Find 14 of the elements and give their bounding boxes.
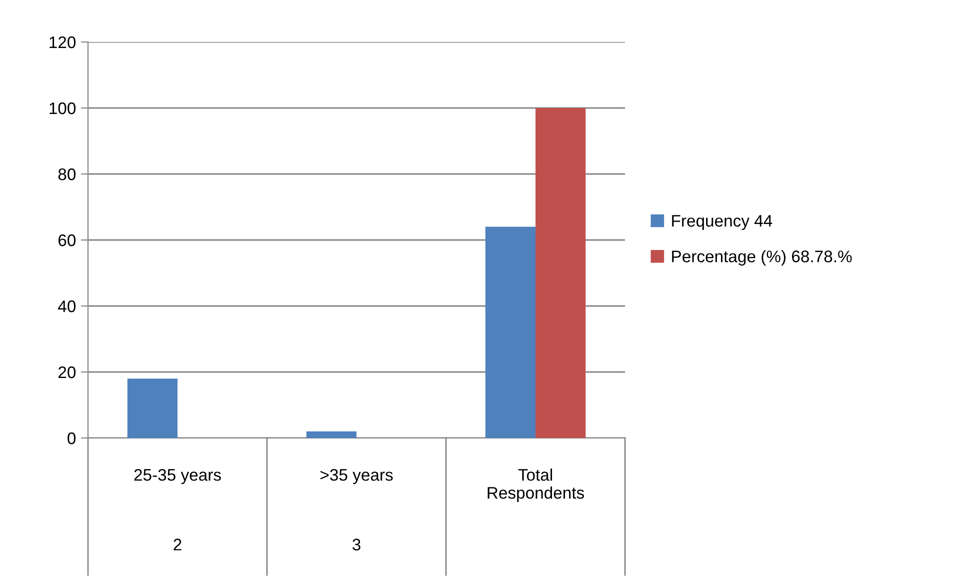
y-tick-label: 0	[68, 432, 76, 444]
x-tick-label: Total Respondents	[488, 468, 584, 502]
text: 3	[352, 538, 360, 550]
y-tick-label: 20	[58, 366, 76, 378]
y-tick-label: 100	[50, 102, 76, 114]
legend-label: Percentage (%) 68.78.%	[672, 250, 852, 266]
legend-label: Frequency 44	[672, 215, 772, 230]
text: 2	[174, 538, 182, 550]
x-tick-label: 25-35 years	[134, 468, 221, 484]
x-tick-label: >35 years	[320, 468, 393, 484]
y-tick-label: 40	[58, 300, 76, 312]
y-tick-label: 120	[50, 36, 76, 48]
y-tick-label: 80	[58, 168, 76, 180]
y-tick-label: 60	[58, 234, 76, 246]
